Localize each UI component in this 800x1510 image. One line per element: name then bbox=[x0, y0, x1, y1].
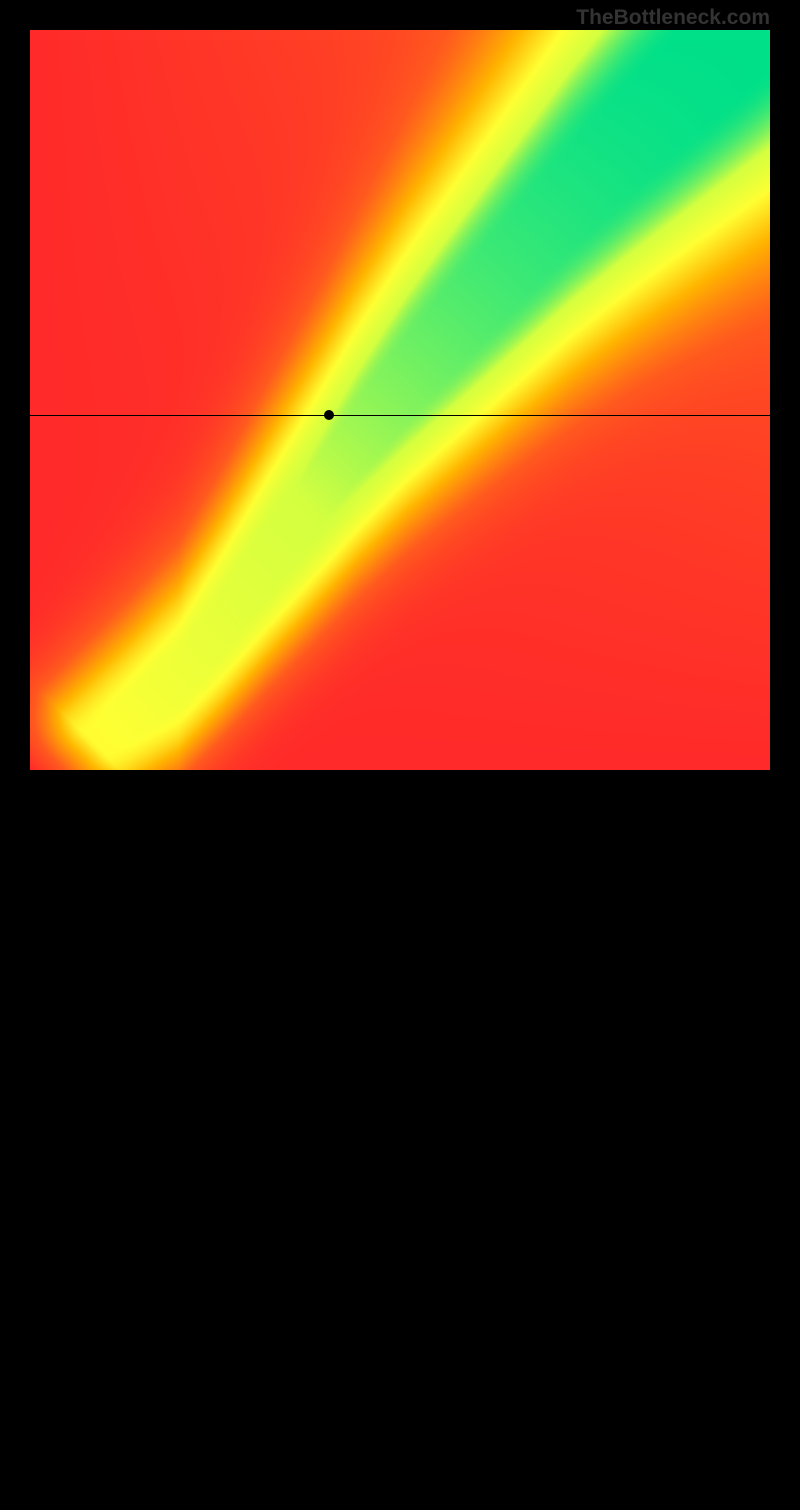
crosshair-vertical bbox=[329, 770, 330, 1510]
heatmap-canvas bbox=[30, 30, 770, 770]
watermark-text: TheBottleneck.com bbox=[576, 6, 770, 30]
crosshair-marker bbox=[324, 410, 334, 420]
heatmap-plot bbox=[30, 30, 770, 770]
crosshair-horizontal bbox=[30, 415, 770, 416]
